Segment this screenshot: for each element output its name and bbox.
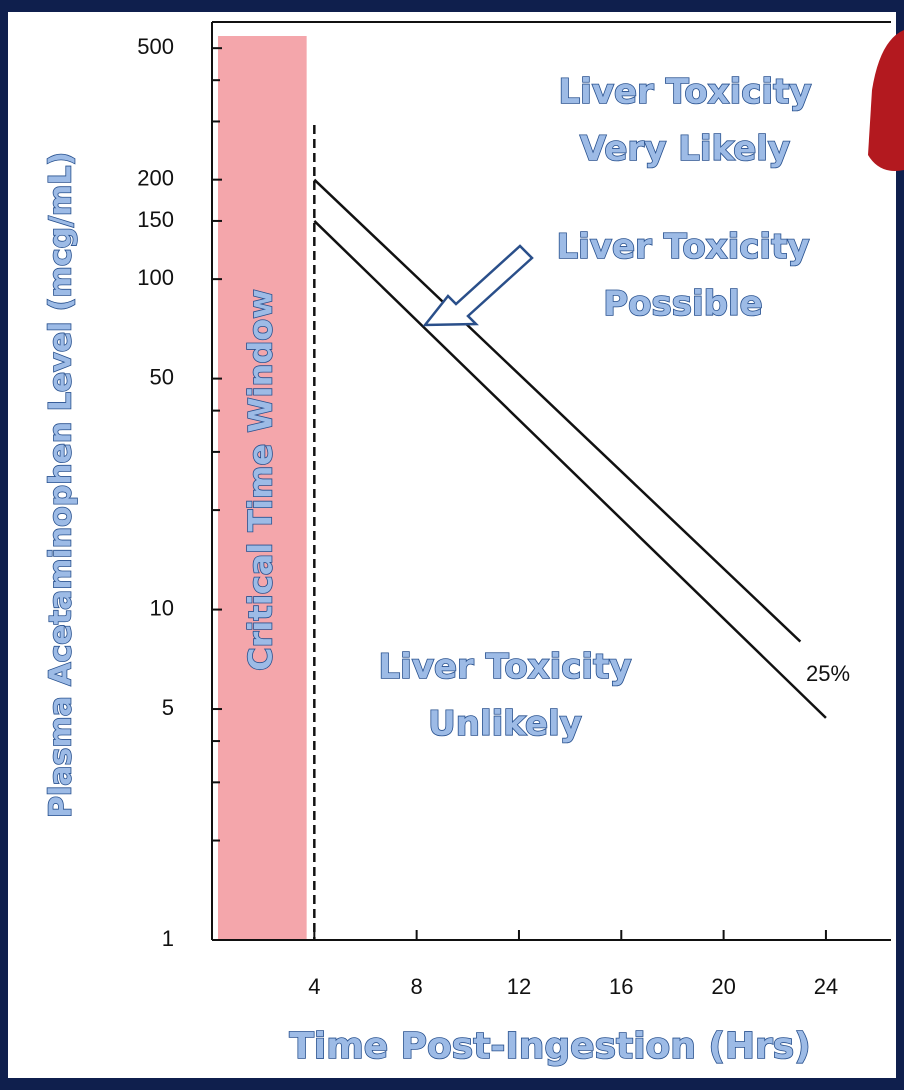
x-tick-label: 20 (711, 974, 735, 999)
annotation: 25% (806, 661, 850, 686)
y-tick-label: 200 (137, 165, 174, 190)
y-tick-label: 500 (137, 34, 174, 59)
annotation: Possible (603, 284, 762, 324)
y-tick-label: 100 (137, 265, 174, 290)
y-tick-label: 150 (137, 207, 174, 232)
x-tick-label: 8 (411, 974, 423, 999)
chart: Critical Time Window 1 5 10 50 100 150 200 500 4 8… (0, 0, 904, 1090)
y-tick-label: 50 (150, 364, 174, 389)
x-axis-label: Time Post-Ingestion (Hrs) (289, 1026, 810, 1067)
y-axis-label: Plasma Acetaminophen Level (mcg/mL) (44, 152, 79, 818)
x-tick-label: 4 (308, 974, 320, 999)
annotation: Unlikely (428, 704, 582, 744)
x-tick-label: 12 (507, 974, 531, 999)
annotation: Liver Toxicity (557, 227, 810, 267)
x-tick-label: 24 (814, 974, 838, 999)
annotation: Very Likely (580, 129, 790, 169)
y-tick-label: 1 (162, 926, 174, 951)
annotation: Liver Toxicity (379, 647, 632, 687)
x-tick-label: 16 (609, 974, 633, 999)
y-tick-label: 5 (162, 695, 174, 720)
annotation: Liver Toxicity (559, 72, 812, 112)
shade-label: Critical Time Window (241, 289, 279, 671)
y-tick-label: 10 (150, 595, 174, 620)
